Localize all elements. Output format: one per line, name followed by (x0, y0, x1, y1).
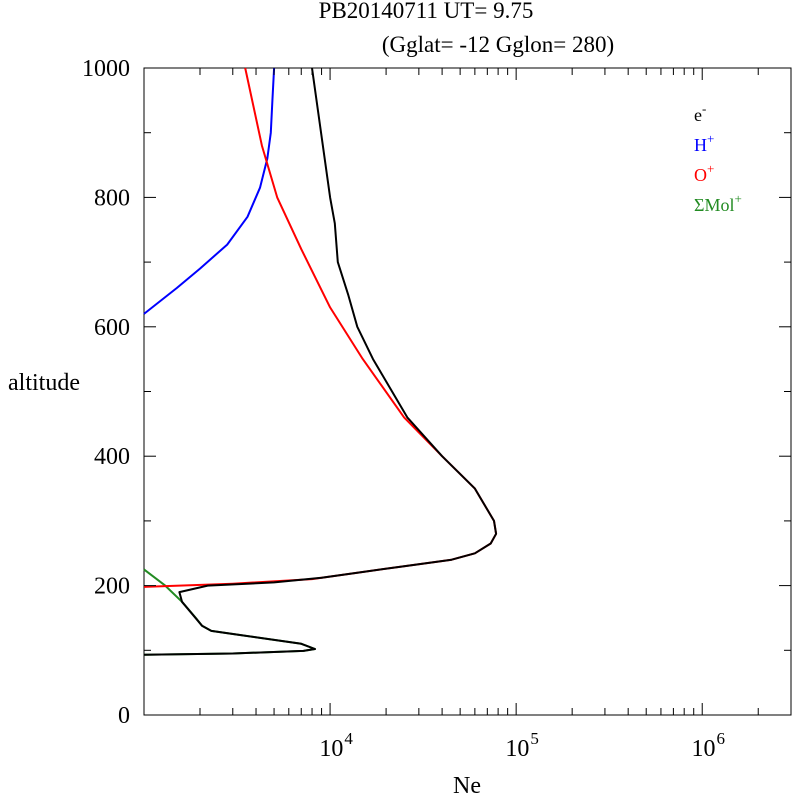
legend-entry-h: H+ (694, 131, 714, 155)
legend-entry-e: e- (694, 101, 706, 125)
legend-entry-mol: ΣMol+ (694, 191, 742, 215)
data-series-group (143, 67, 498, 656)
chart-subtitle-text: (Gglat= -12 Gglon= 280) (382, 32, 614, 57)
y-tick-label: 0 (118, 703, 130, 729)
series-line-h (143, 67, 276, 315)
x-tick-label: 105 (505, 729, 539, 762)
x-tick-label: 106 (691, 729, 725, 762)
y-axis-ticks: 0 200 400 600 800 1000 (82, 56, 791, 729)
series-line-o (143, 67, 498, 588)
legend-entry-sup: + (734, 191, 741, 206)
x-tick-exponent: 4 (344, 729, 353, 748)
y-tick-label: 400 (94, 444, 130, 470)
legend-entry-text: ΣMol (694, 195, 734, 215)
y-tick-label: 1000 (82, 56, 130, 82)
y-tick-label: 200 (94, 574, 130, 600)
chart-title: PB20140711 UT= 9.75 (Gglat= -12 Gglon= 2… (319, 0, 614, 57)
series-line-e (143, 67, 498, 656)
chart-title-text: PB20140711 UT= 9.75 (319, 0, 534, 23)
x-tick-exponent: 6 (716, 729, 725, 748)
y-axis-label: altitude (8, 370, 80, 396)
y-tick-label: 800 (94, 185, 130, 211)
legend-entry-text: H (694, 135, 707, 155)
legend-entry-sup: + (707, 131, 714, 146)
y-tick-label: 600 (94, 315, 130, 341)
x-tick-label: 104 (319, 729, 353, 762)
legend-entry-text: e (694, 105, 702, 125)
legend-entry-sup: + (707, 161, 714, 176)
x-axis-label: Ne (453, 773, 481, 796)
legend-entry-sup: - (702, 101, 706, 116)
legend-entry-o: O+ (694, 161, 714, 185)
legend-entry-text: O (694, 165, 707, 185)
x-tick-exponent: 5 (530, 729, 539, 748)
legend: e-H+O+ΣMol+ (694, 101, 742, 215)
